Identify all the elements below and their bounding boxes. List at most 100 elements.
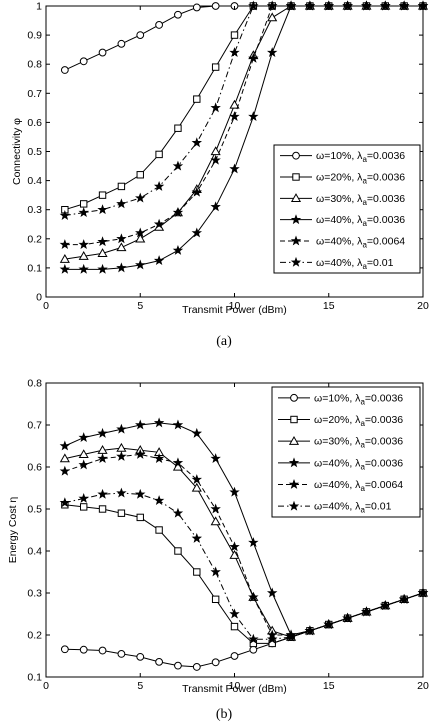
- data-point-a-4-2: [97, 236, 108, 247]
- data-point-b-3-4: [135, 419, 146, 430]
- y-tick-label-b-3: 0.4: [27, 546, 42, 558]
- data-point-b-3-7: [191, 427, 202, 438]
- legend-label-a-3: ω=40%, λa=0.0036: [316, 214, 405, 228]
- data-point-a-3-1: [78, 263, 89, 274]
- x-tick-label-b-3: 15: [323, 680, 335, 692]
- legend-label-a-0: ω=10%, λa=0.0036: [316, 150, 405, 164]
- legend-marker-a-1: [292, 173, 300, 181]
- y-tick-label-b-2: 0.3: [27, 588, 42, 600]
- data-point-a-2-3: [116, 242, 127, 252]
- data-point-b-0-2: [98, 646, 107, 655]
- data-point-a-4-10: [248, 52, 259, 63]
- data-point-b-3-2: [97, 427, 108, 438]
- y-tick-label-a-10: 1: [36, 1, 42, 13]
- data-point-b-1-2: [98, 505, 107, 513]
- y-tick-label-a-4: 0.4: [27, 175, 42, 187]
- data-point-a-5-10: [248, 0, 259, 11]
- data-point-a-0-6: [174, 10, 182, 19]
- y-tick-label-a-5: 0.5: [27, 146, 42, 158]
- data-point-a-4-5: [153, 218, 165, 229]
- data-point-b-4-2: [97, 453, 108, 464]
- data-point-b-5-3: [116, 487, 127, 498]
- caption-a: (a): [216, 334, 232, 349]
- data-point-a-5-13: [304, 0, 316, 11]
- data-point-a-1-8: [211, 63, 220, 71]
- data-point-a-0-4: [136, 31, 145, 39]
- data-point-b-5-8: [210, 566, 221, 577]
- data-point-b-0-6: [174, 661, 182, 670]
- data-point-b-3-11: [267, 587, 278, 598]
- data-point-a-1-7: [193, 95, 201, 103]
- data-point-a-3-9: [229, 163, 240, 174]
- data-point-a-5-16: [361, 0, 372, 11]
- data-point-b-0-1: [79, 645, 88, 654]
- data-point-b-3-5: [153, 417, 165, 428]
- legend-marker-a-4: [290, 235, 302, 246]
- data-point-a-5-8: [210, 102, 221, 113]
- data-point-a-3-7: [191, 227, 202, 238]
- data-point-a-3-5: [153, 255, 165, 266]
- legend-marker-b-0: [290, 393, 298, 402]
- x-axis-label-a: Transmit Power (dBm): [182, 304, 287, 316]
- y-tick-label-a-2: 0.2: [27, 233, 42, 245]
- data-point-a-5-0: [59, 210, 71, 220]
- data-point-b-5-14: [323, 619, 334, 629]
- data-point-a-0-0: [60, 66, 69, 74]
- data-point-b-3-3: [116, 423, 127, 434]
- data-point-b-3-6: [172, 419, 184, 430]
- data-point-a-3-4: [135, 259, 146, 270]
- x-tick-label-b-1: 5: [137, 680, 143, 692]
- y-tick-label-b-7: 0.8: [27, 378, 42, 390]
- data-point-a-3-3: [116, 262, 127, 273]
- data-point-a-4-9: [229, 111, 240, 122]
- axis-ticks-a: 0 5 10 15 20 0 0.1 0.2 0.3 0.4 0.5 0.6 0.7 0.8 0.9 1: [27, 1, 429, 313]
- x-tick-label-a-0: 0: [43, 300, 49, 312]
- data-point-b-5-7: [191, 532, 202, 543]
- data-point-b-0-3: [117, 650, 126, 658]
- data-point-a-1-6: [174, 124, 182, 132]
- data-point-b-0-9: [230, 652, 239, 660]
- data-point-a-0-5: [155, 21, 164, 29]
- data-point-b-1-1: [80, 503, 88, 511]
- data-point-a-4-8: [210, 154, 221, 165]
- legend-marker-b-3: [288, 457, 300, 468]
- data-point-b-4-8: [210, 503, 221, 514]
- x-tick-label-b-2: 10: [229, 680, 241, 692]
- data-point-b-5-13: [304, 625, 316, 636]
- data-point-b-1-9: [230, 622, 239, 631]
- data-point-a-1-3: [117, 182, 126, 191]
- legend-marker-b-4: [288, 479, 300, 489]
- data-point-b-5-18: [398, 593, 410, 604]
- x-tick-label-a-4: 20: [417, 300, 429, 312]
- legend-label-b-5: ω=40%, λa=0.01: [314, 501, 392, 515]
- data-point-b-3-8: [210, 453, 221, 464]
- legend-box-a: [273, 144, 421, 274]
- legend-marker-a-5: [290, 256, 302, 267]
- legend-label-a-4: ω=40%, λa=0.0064: [316, 236, 405, 250]
- data-point-b-4-7: [191, 474, 202, 485]
- data-point-a-1-1: [80, 200, 88, 208]
- data-point-b-3-9: [229, 486, 240, 497]
- legend-label-a-1: ω=20%, λa=0.0036: [316, 172, 405, 186]
- series-group-b: [59, 417, 429, 671]
- data-point-b-5-12: [285, 631, 297, 642]
- y-tick-label-b-1: 0.2: [27, 630, 42, 642]
- y-tick-label-a-7: 0.7: [27, 88, 42, 100]
- data-point-a-2-0: [59, 253, 70, 263]
- data-point-b-0-7: [192, 663, 201, 671]
- x-tick-label-a-1: 5: [137, 300, 143, 312]
- data-point-b-0-0: [60, 645, 69, 654]
- y-tick-label-b-6: 0.7: [27, 420, 42, 432]
- y-tick-label-a-8: 0.8: [27, 59, 42, 71]
- data-point-b-5-9: [229, 608, 240, 619]
- data-point-a-4-0: [59, 239, 71, 250]
- data-point-a-5-12: [285, 0, 297, 11]
- data-point-b-4-6: [172, 457, 184, 468]
- data-point-b-4-5: [153, 453, 165, 464]
- data-point-b-2-9: [229, 549, 240, 559]
- data-point-a-3-6: [172, 244, 184, 255]
- data-point-a-4-3: [116, 233, 127, 244]
- data-point-b-4-4: [135, 448, 146, 459]
- data-point-b-4-1: [78, 459, 89, 470]
